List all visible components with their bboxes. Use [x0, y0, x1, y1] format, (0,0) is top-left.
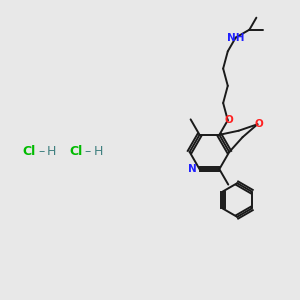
Text: Cl: Cl [69, 146, 82, 158]
Text: N: N [188, 164, 197, 174]
Text: –: – [85, 146, 91, 158]
Text: Cl: Cl [22, 146, 36, 158]
Text: O: O [224, 115, 233, 125]
Text: H: H [94, 146, 103, 158]
Text: NH: NH [227, 33, 244, 43]
Text: –: – [38, 146, 44, 158]
Text: H: H [47, 146, 57, 158]
Text: O: O [254, 119, 263, 129]
